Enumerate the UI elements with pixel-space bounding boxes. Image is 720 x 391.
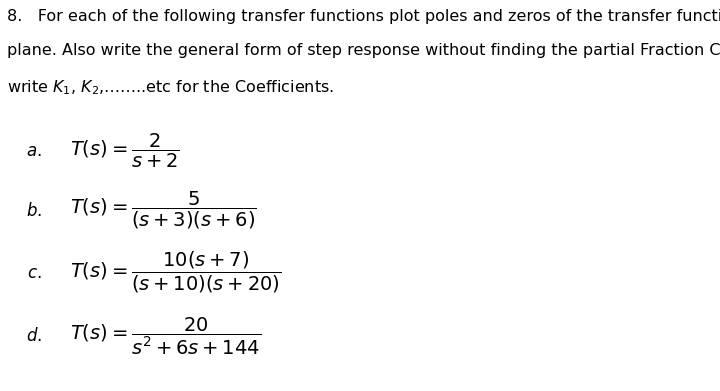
Text: $\bf{\it{c}}$.: $\bf{\it{c}}$. <box>27 264 42 282</box>
Text: $\mathbf{\it{T}}(\mathbf{\it{s}}) = \dfrac{10(s+7)}{(s+10)(s+20)}$: $\mathbf{\it{T}}(\mathbf{\it{s}}) = \dfr… <box>71 250 282 295</box>
Text: write $K_1$, $K_2$,……..etc for the Coefficients.: write $K_1$, $K_2$,……..etc for the Coeff… <box>7 78 334 97</box>
Text: plane. Also write the general form of step response without finding the partial : plane. Also write the general form of st… <box>7 43 720 58</box>
Text: $\mathbf{\it{T}}(\mathbf{\it{s}}) = \dfrac{20}{s^2+6s+144}$: $\mathbf{\it{T}}(\mathbf{\it{s}}) = \dfr… <box>71 316 261 357</box>
Text: 8.   For each of the following transfer functions plot poles and zeros of the tr: 8. For each of the following transfer fu… <box>7 9 720 23</box>
Text: $\bf{\it{b}}$.: $\bf{\it{b}}$. <box>26 202 42 220</box>
Text: $\bf{\it{a}}$.: $\bf{\it{a}}$. <box>26 142 42 160</box>
Text: $\mathbf{\it{T}}(\mathbf{\it{s}}) = \dfrac{2}{s+2}$: $\mathbf{\it{T}}(\mathbf{\it{s}}) = \dfr… <box>71 132 180 170</box>
Text: $\mathbf{\it{T}}(\mathbf{\it{s}}) = \dfrac{5}{(s+3)(s+6)}$: $\mathbf{\it{T}}(\mathbf{\it{s}}) = \dfr… <box>71 190 257 231</box>
Text: $\bf{\it{d}}$.: $\bf{\it{d}}$. <box>26 327 42 345</box>
